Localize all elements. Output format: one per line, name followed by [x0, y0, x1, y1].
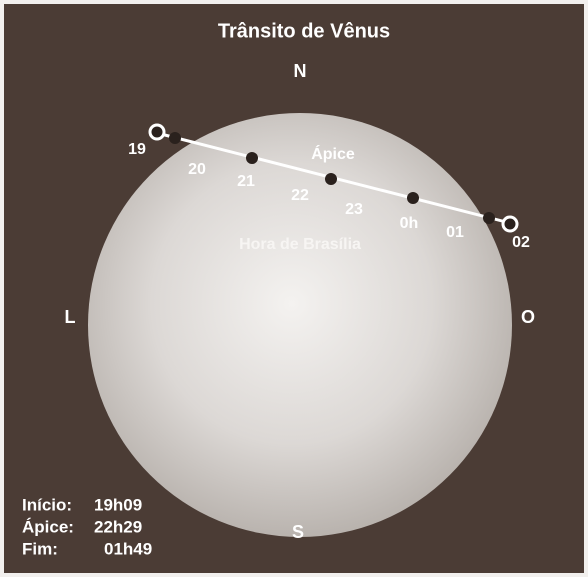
- info-time: 22h29: [94, 517, 142, 536]
- hour-label: 23: [345, 201, 363, 218]
- hour-label: 02: [512, 234, 530, 251]
- hour-label: 20: [188, 161, 206, 178]
- compass-west: O: [521, 307, 535, 327]
- hour-dot: [246, 152, 258, 164]
- title: Trânsito de Vênus: [218, 20, 390, 42]
- compass-east: L: [65, 307, 76, 327]
- hour-label: 19: [128, 141, 146, 158]
- hour-dot: [325, 173, 337, 185]
- hour-label: 22: [291, 187, 309, 204]
- hour-label: 21: [237, 173, 255, 190]
- hour-label: 0h: [400, 215, 419, 232]
- info-label: Ápice:: [22, 517, 74, 536]
- compass-north: N: [294, 61, 307, 81]
- info-label: Fim:: [22, 539, 58, 558]
- info-label: Início:: [22, 495, 72, 514]
- info-time: 19h09: [94, 495, 142, 514]
- contact-end: [503, 217, 517, 231]
- sun-disk: [88, 113, 512, 537]
- time-zone: Hora de Brasília: [239, 236, 361, 253]
- hour-dot: [169, 132, 181, 144]
- hour-label: 01: [446, 224, 464, 241]
- apex-label: Ápice: [311, 144, 355, 163]
- info-time: 01h49: [104, 539, 152, 558]
- hour-dot: [483, 212, 495, 224]
- diagram: Trânsito de Vênus N S L O 19 20 21 22 23…: [0, 0, 588, 577]
- compass-south: S: [292, 522, 304, 542]
- contact-start: [150, 125, 164, 139]
- hour-dot: [407, 192, 419, 204]
